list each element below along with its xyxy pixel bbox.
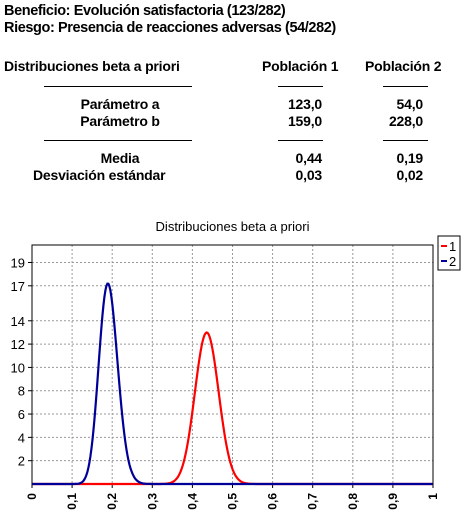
row-label-parametro-b: Parámetro b: [80, 113, 160, 129]
y-tick-label: 8: [18, 384, 25, 399]
x-tick-label: 1: [426, 493, 440, 500]
label-rule-mid: [44, 140, 192, 141]
y-tick-label: 4: [18, 430, 25, 445]
benefit-header: Beneficio: Evolución satisfactoria (123/…: [4, 3, 286, 19]
cell-media-pob1: 0,44: [295, 150, 323, 166]
row-label-desviacion: Desviación estándar: [33, 167, 166, 183]
col-header-poblacion-1: Población 1: [262, 58, 339, 74]
x-tick-label: 0,8: [346, 493, 360, 510]
cell-desv-pob1: 0,03: [295, 167, 323, 183]
cell-a-pob2: 54,0: [396, 96, 424, 112]
series-1-line: [32, 331, 433, 486]
label-rule-top: [44, 86, 192, 87]
cell-b-pob1: 159,0: [287, 113, 322, 129]
y-tick-label: 14: [11, 314, 25, 329]
risk-header: Riesgo: Presencia de reacciones adversas…: [4, 20, 336, 36]
x-tick-label: 0,3: [145, 493, 159, 510]
series-2-line: [32, 282, 433, 486]
col-header-poblacion-2: Población 2: [365, 58, 442, 74]
plot-frame: [31, 244, 434, 485]
y-tick-label: 12: [11, 337, 25, 352]
col1-rule-top: [278, 86, 323, 87]
row-label-media: Media: [100, 150, 140, 166]
x-tick-label: 0,1: [65, 493, 79, 510]
col1-rule-mid: [278, 140, 323, 141]
table-title: Distribuciones beta a priori: [4, 58, 180, 74]
x-tick-label: 0,6: [266, 493, 280, 510]
y-tick-label: 10: [11, 360, 25, 375]
legend-label-2: 2: [449, 254, 456, 269]
legend-box: [437, 235, 461, 271]
cell-a-pob1: 123,0: [287, 96, 322, 112]
legend-label-1: 1: [449, 239, 456, 254]
cell-media-pob2: 0,19: [396, 150, 424, 166]
y-tick-label: 17: [11, 279, 25, 294]
x-tick-label: 0: [25, 493, 39, 500]
chart-title: Distribuciones beta a priori: [156, 219, 310, 234]
x-tick-label: 0,5: [226, 493, 240, 510]
cell-b-pob2: 228,0: [388, 113, 423, 129]
x-tick-label: 0,4: [185, 493, 199, 510]
col2-rule-top: [383, 86, 428, 87]
col2-rule-mid: [383, 140, 428, 141]
y-tick-label: 19: [11, 255, 25, 270]
x-tick-label: 0,7: [306, 493, 320, 510]
y-tick-label: 6: [18, 407, 25, 422]
row-label-parametro-a: Parámetro a: [80, 96, 160, 112]
x-tick-label: 0,9: [386, 493, 400, 510]
y-tick-label: 2: [18, 454, 25, 469]
x-tick-label: 0,2: [105, 493, 119, 510]
cell-desv-pob2: 0,02: [396, 167, 424, 183]
